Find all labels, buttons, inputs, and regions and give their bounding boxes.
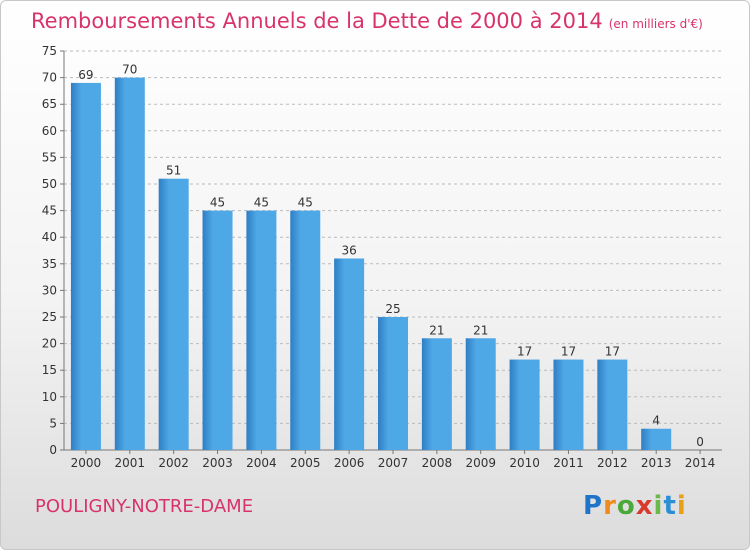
- y-tick-label: 40: [42, 230, 57, 244]
- logo-letter: i: [653, 491, 664, 521]
- logo-letter: o: [616, 491, 636, 521]
- y-tick-label: 35: [42, 257, 57, 271]
- bar-value-label: 69: [78, 68, 93, 82]
- bar: [641, 428, 672, 450]
- bar-value-label: 45: [210, 196, 225, 210]
- x-tick-label: 2000: [71, 456, 102, 470]
- x-tick-label: 2014: [685, 456, 716, 470]
- chart-title: Remboursements Annuels de la Dette de 20…: [31, 9, 703, 33]
- bar: [597, 359, 628, 450]
- city-name: POULIGNY-NOTRE-DAME: [35, 496, 254, 517]
- x-tick-label: 2006: [334, 456, 365, 470]
- x-tick-label: 2012: [597, 456, 628, 470]
- bar-value-label: 25: [385, 302, 400, 316]
- y-tick-label: 65: [42, 97, 57, 111]
- x-tick-label: 2013: [641, 456, 672, 470]
- bar-value-label: 45: [254, 196, 269, 210]
- logo-letter: i: [676, 491, 687, 521]
- bar-value-label: 70: [122, 63, 137, 77]
- bar-value-label: 21: [429, 323, 444, 337]
- x-tick-label: 2003: [202, 456, 233, 470]
- bar: [290, 210, 321, 450]
- bar: [465, 338, 496, 450]
- x-tick-label: 2002: [158, 456, 189, 470]
- y-tick-label: 70: [42, 71, 57, 85]
- bar-value-label: 4: [652, 414, 660, 428]
- x-tick-label: 2010: [509, 456, 540, 470]
- bar: [509, 359, 540, 450]
- logo-letter: x: [635, 491, 654, 521]
- y-tick-label: 50: [42, 177, 57, 191]
- chart-title-text: Remboursements Annuels de la Dette de 20…: [31, 9, 603, 33]
- bar: [421, 338, 452, 450]
- y-tick-label: 15: [42, 363, 57, 377]
- y-tick-label: 25: [42, 310, 57, 324]
- x-tick-label: 2005: [290, 456, 321, 470]
- bar: [158, 178, 189, 450]
- y-tick-label: 10: [42, 390, 57, 404]
- chart-unit: (en milliers d'€): [608, 17, 703, 31]
- y-tick-label: 75: [42, 44, 57, 58]
- x-tick-label: 2009: [465, 456, 496, 470]
- y-tick-label: 5: [49, 416, 57, 430]
- bar-value-label: 51: [166, 164, 181, 178]
- logo-letter: t: [663, 491, 677, 521]
- bar: [334, 258, 365, 450]
- x-tick-label: 2004: [246, 456, 277, 470]
- x-tick-label: 2001: [115, 456, 146, 470]
- bar: [378, 317, 408, 450]
- bar-value-label: 17: [517, 345, 532, 359]
- logo-letter: P: [583, 491, 604, 521]
- proxiti-logo: Proxiti: [583, 491, 687, 521]
- bar: [246, 210, 277, 450]
- y-tick-label: 45: [42, 204, 57, 218]
- bar: [114, 77, 145, 450]
- bar-value-label: 45: [298, 196, 313, 210]
- y-tick-label: 20: [42, 337, 57, 351]
- y-tick-label: 0: [49, 443, 57, 457]
- bar-value-label: 36: [341, 243, 356, 257]
- bar-value-label: 21: [473, 323, 488, 337]
- logo-letter: r: [603, 491, 617, 521]
- bar-value-label: 17: [605, 345, 620, 359]
- y-tick-label: 60: [42, 124, 57, 138]
- bar: [553, 359, 584, 450]
- bar-value-label: 0: [696, 435, 704, 449]
- y-tick-label: 55: [42, 150, 57, 164]
- bar: [70, 82, 101, 451]
- bar: [202, 210, 233, 450]
- x-tick-label: 2011: [553, 456, 584, 470]
- x-tick-label: 2007: [378, 456, 409, 470]
- x-tick-label: 2008: [422, 456, 453, 470]
- bar-value-label: 17: [561, 345, 576, 359]
- y-tick-label: 30: [42, 283, 57, 297]
